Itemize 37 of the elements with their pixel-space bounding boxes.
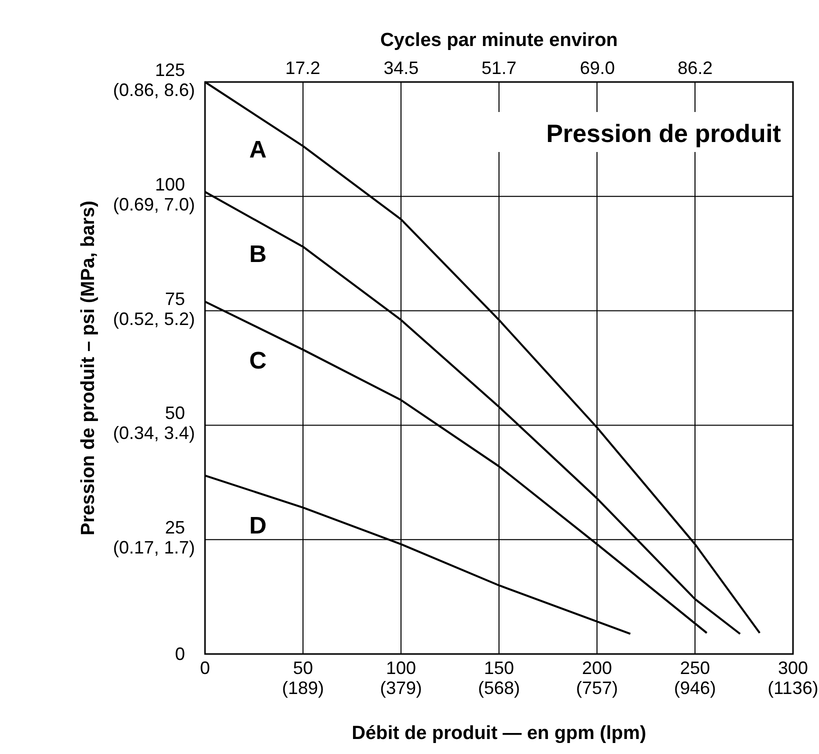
y-tick-label: 0	[174, 644, 185, 664]
y-tick-label: 125	[154, 60, 185, 80]
text: (0.86, 8.6)	[112, 80, 195, 100]
y-tick-label: 50	[164, 403, 185, 424]
y-tick-label: 75	[164, 288, 185, 309]
y-tick-label: 25	[164, 518, 185, 538]
text: (0.17, 1.7)	[112, 538, 195, 558]
text: (757)	[576, 678, 618, 698]
x2-tick-label: 17.2	[285, 58, 320, 78]
x-tick-label: 0	[200, 658, 210, 678]
x-tick-label: 100	[386, 658, 416, 678]
x-tick-label: 250	[680, 658, 710, 678]
x-tick-label: 50	[292, 658, 314, 678]
series-label: B	[249, 241, 267, 268]
text: (1136)	[768, 678, 818, 698]
x-tick-label: 300	[778, 658, 808, 678]
x2-tick-label: 69.0	[580, 58, 615, 78]
text: (0.52, 5.2)	[112, 308, 195, 329]
text: (0.34, 3.4)	[112, 423, 195, 444]
x2-tick-label: 86.2	[678, 58, 713, 78]
text: (379)	[380, 678, 422, 698]
y-axis-title: Pression de produit – psi (MPa, bars)	[78, 200, 99, 536]
text: (568)	[478, 678, 520, 698]
text: (946)	[674, 678, 716, 698]
x2-tick-label: 34.5	[384, 58, 419, 78]
x2-axis-title: Cycles par minute environ	[380, 30, 618, 51]
series-label: C	[249, 347, 267, 374]
x-axis-title: Débit de produit — en gpm (lpm)	[352, 723, 646, 744]
text: Pression de produit	[546, 120, 782, 148]
x2-tick-label: 51.7	[481, 58, 517, 78]
text: (0.69, 7.0)	[112, 194, 195, 214]
text: (189)	[282, 678, 324, 698]
x-tick-label: 150	[484, 658, 514, 678]
x-tick-label: 200	[582, 658, 612, 678]
y-tick-label: 100	[154, 174, 185, 194]
series-label: D	[249, 512, 267, 540]
series-label: A	[249, 136, 267, 164]
